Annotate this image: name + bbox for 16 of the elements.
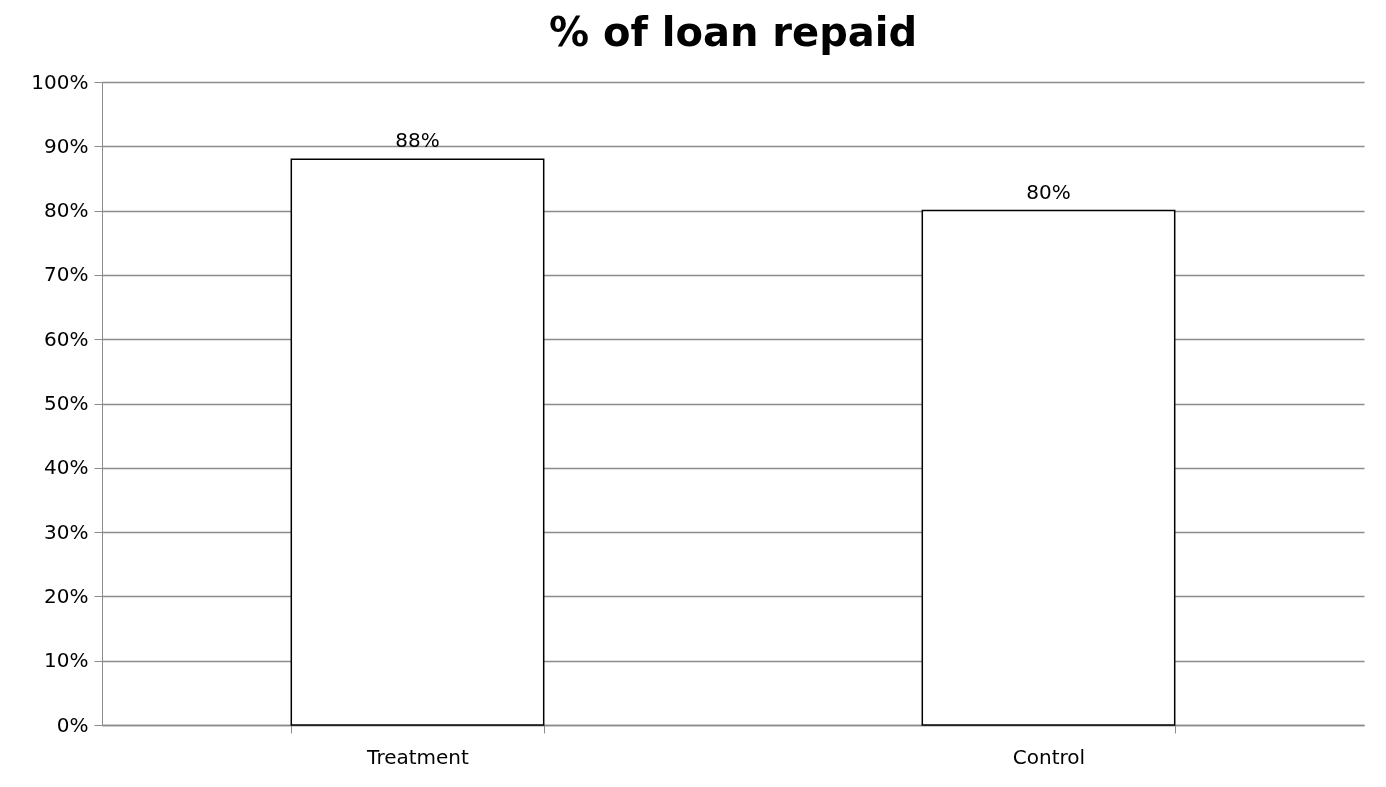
x-tick-label: Treatment — [366, 744, 470, 769]
data-label: 80% — [1026, 179, 1071, 204]
y-tick-label: 20% — [44, 583, 89, 608]
y-tick-label: 100% — [31, 69, 89, 94]
y-tick-label: 50% — [44, 391, 89, 415]
y-tick-label: 80% — [44, 198, 89, 223]
data-label: 88% — [395, 128, 440, 153]
chart-title: % of loan repaid — [548, 9, 918, 55]
y-tick-label: 10% — [44, 648, 89, 673]
y-tick-label: 30% — [44, 519, 89, 544]
x-tick-label: Control — [1012, 744, 1086, 769]
y-tick-label: 70% — [44, 262, 89, 287]
y-tick-label: 40% — [44, 455, 89, 480]
y-tick-label: 0% — [56, 712, 89, 737]
y-tick-label: 60% — [44, 326, 89, 351]
y-tick-label: 90% — [44, 133, 89, 158]
